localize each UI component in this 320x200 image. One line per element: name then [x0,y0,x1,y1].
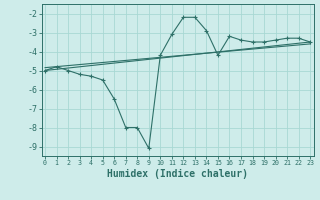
X-axis label: Humidex (Indice chaleur): Humidex (Indice chaleur) [107,169,248,179]
